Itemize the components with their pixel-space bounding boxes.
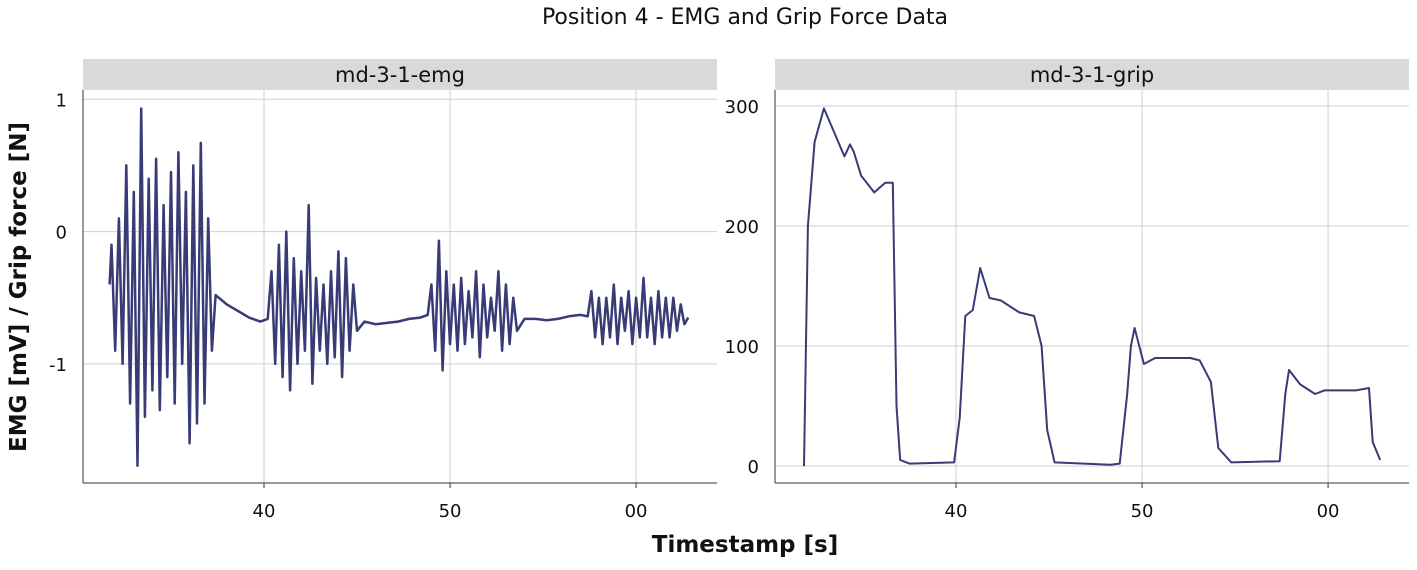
x-tick-label: 40 [253,501,276,522]
x-tick-label: 50 [1131,501,1154,522]
strip-background [83,59,717,90]
y-axis-label: EMG [mV] / Grip force [N] [6,122,32,452]
data-line [803,107,1382,467]
panel-title: md-3-1-grip [1030,63,1154,87]
panel-title: md-3-1-emg [335,63,465,87]
x-tick-label: 50 [439,501,462,522]
y-tick-label: -1 [49,355,67,376]
strip-background [775,59,1409,90]
x-axis-label: Timestamp [s] [652,532,839,558]
x-tick-label: 00 [1317,501,1340,522]
y-tick-label: 100 [725,337,759,358]
x-tick-label: 40 [945,501,968,522]
y-tick-label: 1 [56,90,67,111]
y-tick-label: 0 [748,457,759,478]
data-line [108,107,690,468]
y-tick-label: 200 [725,217,759,238]
y-tick-label: 300 [725,97,759,118]
panel-background [775,90,1409,483]
y-tick-label: 0 [56,223,67,244]
figure-title: Position 4 - EMG and Grip Force Data [542,5,948,30]
panel-background [83,90,717,483]
x-tick-label: 00 [625,501,648,522]
